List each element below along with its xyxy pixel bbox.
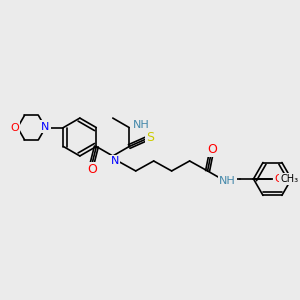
Text: O: O [87,163,97,176]
Text: NH: NH [219,176,236,186]
Text: NH: NH [133,120,150,130]
Text: O: O [274,174,283,184]
Text: N: N [111,156,119,166]
Text: O: O [208,142,218,155]
Text: N: N [41,122,50,131]
Text: S: S [146,131,154,144]
Text: O: O [10,122,19,133]
Text: CH₃: CH₃ [280,174,298,184]
